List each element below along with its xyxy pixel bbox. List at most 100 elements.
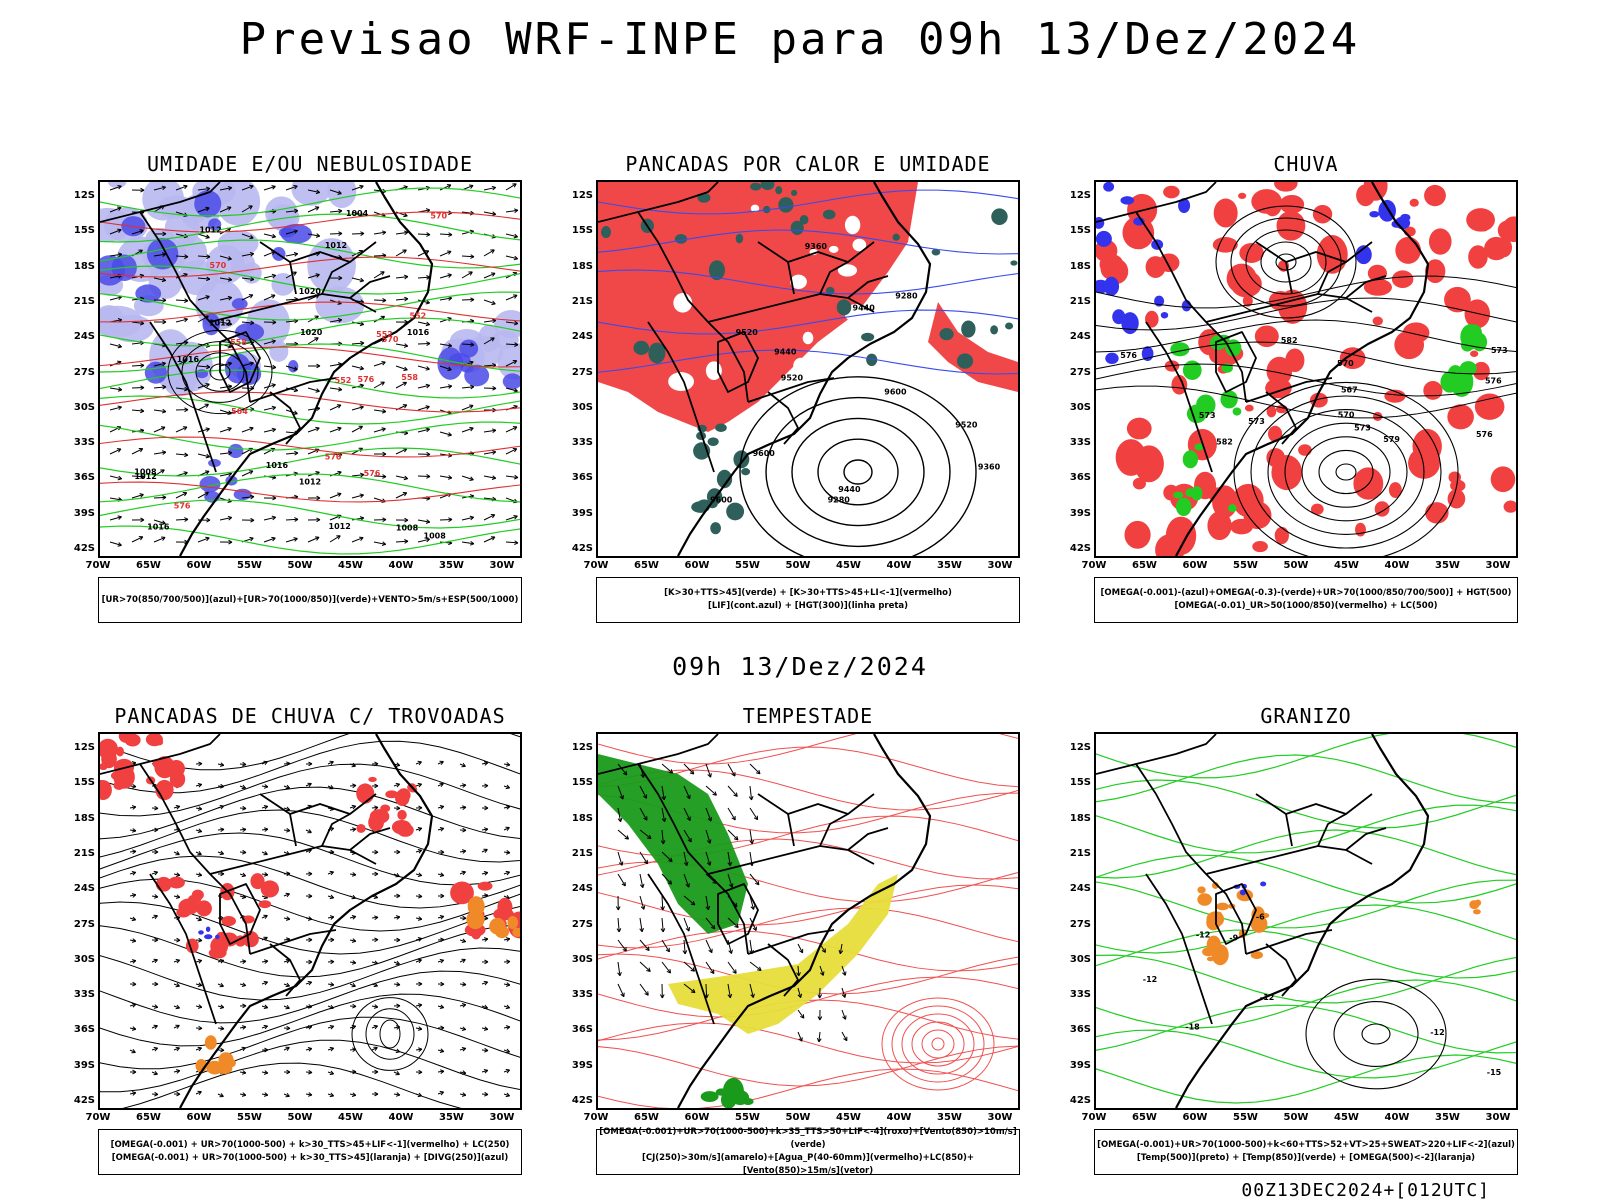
lon-tick-label: 50W xyxy=(280,560,320,571)
lat-tick-label: 24S xyxy=(567,331,593,342)
lon-tick-label: 55W xyxy=(230,1112,270,1123)
contour-label: 9440 xyxy=(774,348,797,357)
contour-label: 576 xyxy=(364,469,381,478)
map-tempestade xyxy=(596,732,1020,1110)
lat-tick-label: 36S xyxy=(567,1024,593,1035)
lat-tick-label: 33S xyxy=(1065,989,1091,1000)
lat-tick-label: 36S xyxy=(567,472,593,483)
lon-tick-label: 35W xyxy=(1428,560,1468,571)
lon-tick-label: 40W xyxy=(879,560,919,571)
contour-label: 552 xyxy=(335,376,352,385)
contour-label: 570 xyxy=(210,261,227,270)
lat-tick-label: 27S xyxy=(69,919,95,930)
lat-tick-label: 27S xyxy=(1065,919,1091,930)
mid-title: 09h 13/Dez/2024 xyxy=(0,652,1600,681)
lat-tick-label: 39S xyxy=(567,1060,593,1071)
lat-tick-label: 30S xyxy=(1065,402,1091,413)
lon-tick-label: 70W xyxy=(1074,1112,1114,1123)
lat-tick-label: 24S xyxy=(69,883,95,894)
contour-label: 9520 xyxy=(736,328,759,337)
lon-tick-label: 55W xyxy=(1226,1112,1266,1123)
contour-label: 576 xyxy=(358,375,375,384)
lon-tick-label: 30W xyxy=(482,560,522,571)
map-granizo: -9-12-12-12-15-18-12-6 xyxy=(1094,732,1518,1110)
contour-label: 573 xyxy=(1199,411,1216,420)
contour-label: 9440 xyxy=(838,485,861,494)
contour-label: 9360 xyxy=(805,242,828,251)
lon-tick-label: 55W xyxy=(1226,560,1266,571)
lon-tick-label: 70W xyxy=(78,560,118,571)
map-pancadas-trovoadas xyxy=(98,732,522,1110)
contour-label: 1016 xyxy=(266,461,289,470)
lon-tick-label: 30W xyxy=(1478,560,1518,571)
lat-tick-label: 39S xyxy=(69,1060,95,1071)
contour-label: 582 xyxy=(1281,336,1298,345)
lon-tick-label: 35W xyxy=(1428,1112,1468,1123)
contour-label: 564 xyxy=(231,407,248,416)
footer-run-info: 00Z13DEC2024+[012UTC] xyxy=(1241,1180,1490,1201)
lat-tick-label: 12S xyxy=(1065,742,1091,753)
contour-label: 1008 xyxy=(424,531,447,540)
lat-tick-label: 39S xyxy=(69,508,95,519)
lat-tick-label: 24S xyxy=(1065,883,1091,894)
lat-tick-label: 36S xyxy=(1065,472,1091,483)
lon-tick-label: 45W xyxy=(829,1112,869,1123)
lon-tick-label: 40W xyxy=(1377,1112,1417,1123)
main-title: Previsao WRF-INPE para 09h 13/Dez/2024 xyxy=(0,14,1600,65)
contour-label: 1016 xyxy=(177,355,200,364)
contour-label: 576 xyxy=(174,502,191,511)
lon-tick-label: 35W xyxy=(930,1112,970,1123)
panel-title: CHUVA xyxy=(1094,152,1518,176)
lon-tick-label: 50W xyxy=(1276,1112,1316,1123)
lon-tick-label: 55W xyxy=(728,560,768,571)
contour-label: 573 xyxy=(1248,417,1265,426)
lon-tick-label: 40W xyxy=(1377,560,1417,571)
lon-tick-label: 45W xyxy=(1327,1112,1367,1123)
contour-label: 570 xyxy=(430,212,447,221)
lon-tick-label: 40W xyxy=(381,1112,421,1123)
contour-label: 570 xyxy=(325,452,342,461)
lat-tick-label: 21S xyxy=(69,296,95,307)
lat-tick-label: 39S xyxy=(1065,1060,1091,1071)
contour-label: 9520 xyxy=(955,421,978,430)
lon-tick-label: 60W xyxy=(677,560,717,571)
contour-label: 9520 xyxy=(781,374,804,383)
lat-tick-label: 18S xyxy=(1065,261,1091,272)
contour-label: 1004 xyxy=(346,209,369,218)
lat-tick-label: 30S xyxy=(567,402,593,413)
legend-chuva: [OMEGA(-0.001)-(azul)+OMEGA(-0.3)-(verde… xyxy=(1094,577,1518,623)
lat-tick-label: 39S xyxy=(1065,508,1091,519)
lon-tick-label: 60W xyxy=(179,560,219,571)
lon-tick-label: 50W xyxy=(1276,560,1316,571)
contour-label: 570 xyxy=(1338,410,1355,419)
lat-tick-label: 33S xyxy=(1065,437,1091,448)
legend-line: [Temp(500)](preto) + [Temp(850)](verde) … xyxy=(1137,1152,1475,1165)
legend-granizo: [OMEGA(-0.001)+UR>70(1000-500)+k<60+TTS>… xyxy=(1094,1129,1518,1175)
lon-tick-label: 70W xyxy=(576,1112,616,1123)
lon-tick-label: 30W xyxy=(980,1112,1020,1123)
contour-label: 1008 xyxy=(396,524,419,533)
lat-tick-label: 18S xyxy=(567,261,593,272)
legend-line: [OMEGA(-0.001) + UR>70(1000-500) + k>30_… xyxy=(111,1139,510,1152)
legend-line: [UR>70(850/700/500)](azul)+[UR>70(1000/8… xyxy=(102,594,519,607)
contour-label: 1008 xyxy=(134,467,157,476)
contour-label: 579 xyxy=(1383,435,1400,444)
lat-tick-label: 42S xyxy=(1065,543,1091,554)
legend-line: [K>30+TTS>45](verde) + [K>30+TTS>45+LI<-… xyxy=(664,587,952,600)
lat-tick-label: 33S xyxy=(69,989,95,1000)
lon-tick-label: 55W xyxy=(728,1112,768,1123)
contour-label: 9600 xyxy=(884,387,907,396)
panel-tempestade: TEMPESTADE [OMEGA(-0.001)+UR>70(1000-500… xyxy=(596,732,1020,1175)
lat-tick-label: 12S xyxy=(567,190,593,201)
lon-tick-label: 65W xyxy=(627,560,667,571)
lon-tick-label: 35W xyxy=(930,560,970,571)
lat-tick-label: 36S xyxy=(69,472,95,483)
lat-tick-label: 36S xyxy=(1065,1024,1091,1035)
lat-tick-label: 24S xyxy=(1065,331,1091,342)
lat-tick-label: 42S xyxy=(69,1095,95,1106)
contour-label: 9280 xyxy=(828,495,851,504)
panel-title: TEMPESTADE xyxy=(596,704,1020,728)
contour-label: 1012 xyxy=(199,226,221,235)
lon-tick-label: 55W xyxy=(230,560,270,571)
